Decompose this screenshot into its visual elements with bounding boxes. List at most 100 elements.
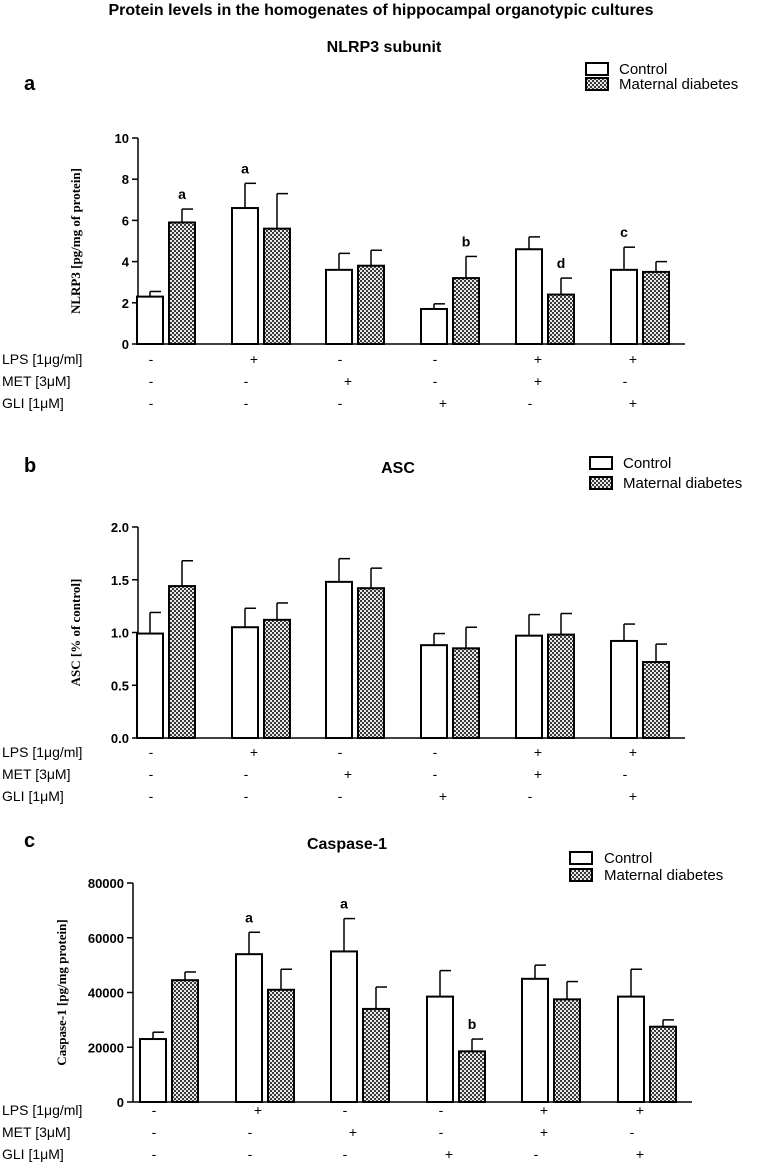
panel-b-legend-control-swatch [589, 456, 613, 470]
panel-b-treatment-mark: - [149, 744, 154, 760]
panel-b-control-bar [325, 580, 353, 739]
panel-a-y-tick-label: 6 [122, 213, 129, 228]
panel-b-treatment-mark: - [433, 766, 438, 782]
panel-b-control-bar [515, 634, 543, 739]
panel-c-treatment-mark: + [636, 1146, 644, 1162]
panel-c-letter: c [24, 830, 35, 852]
panel-c-y-tick-label: 60000 [88, 931, 124, 946]
panel-a-y-tick-label: 10 [115, 131, 129, 146]
panel-c-treatment-label: MET [3μM] [2, 1124, 70, 1140]
panel-b-treatment-mark: - [149, 788, 154, 804]
panel-a-y-axis-label: NLRP3 [pg/mg of protein] [68, 168, 83, 314]
panel-a-significance-letter: c [620, 224, 628, 240]
panel-b-y-tick-label: 2.0 [111, 520, 129, 535]
panel-c-treatment-mark: - [439, 1102, 444, 1118]
panel-c-maternal-bar [362, 1007, 390, 1103]
panel-c-legend-control-swatch [569, 851, 593, 865]
figure-title: Protein levels in the homogenates of hip… [108, 2, 654, 19]
panel-a-treatment-mark: - [149, 373, 154, 389]
panel-b-control-bar [136, 632, 164, 739]
panel-c-treatment-mark: - [630, 1124, 635, 1140]
panel-b-treatment-mark: + [250, 744, 258, 760]
panel-c-treatment-mark: + [445, 1146, 453, 1162]
panel-a-legend-maternal-swatch [585, 77, 609, 91]
panel-a-significance-letter: a [241, 160, 249, 176]
panel-a-treatment-mark: - [528, 395, 533, 411]
panel-c-maternal-bar [553, 998, 581, 1103]
panel-c-treatment-mark: - [152, 1146, 157, 1162]
panel-b-title: ASC [381, 460, 415, 477]
panel-a-treatment-mark: - [338, 351, 343, 367]
panel-a-y-tick-label: 8 [122, 172, 129, 187]
panel-a-treatment-mark: + [439, 395, 447, 411]
panel-b-maternal-bar [357, 587, 385, 739]
panel-a-treatment-mark: + [534, 351, 542, 367]
panel-b-legend-maternal-swatch [589, 476, 613, 490]
panel-b-treatment-mark: - [433, 744, 438, 760]
panel-c-treatment-mark: + [349, 1124, 357, 1140]
panel-b-legend-control-label: Control [623, 455, 671, 472]
panel-c-treatment-mark: - [343, 1102, 348, 1118]
panel-b-maternal-bar [168, 585, 196, 740]
panel-b-y-tick-label: 1.0 [111, 626, 129, 641]
panel-a-treatment-mark: - [433, 351, 438, 367]
panel-c-y-tick-label: 80000 [88, 876, 124, 891]
panel-c-legend-control-label: Control [604, 850, 652, 867]
panel-c-significance-letter: a [245, 909, 253, 925]
panel-a-y-tick-label: 4 [122, 255, 130, 270]
panel-a-legend-control-label: Control [619, 61, 667, 78]
panel-a-control-bar [325, 268, 353, 345]
panel-c-maternal-bar [649, 1025, 677, 1103]
panel-c-treatment-mark: + [540, 1102, 548, 1118]
panel-b-treatment-mark: - [244, 788, 249, 804]
panel-b-legend-maternal-label: Maternal diabetes [623, 475, 742, 492]
panel-c-control-bar [139, 1038, 167, 1103]
panel-b-y-tick-label: 0.5 [111, 678, 129, 693]
panel-a-maternal-bar [168, 221, 196, 346]
panel-a-control-bar [420, 307, 448, 346]
panel-b-treatment-mark: - [244, 766, 249, 782]
panel-b-treatment-label: MET [3μM] [2, 766, 70, 782]
panel-b-treatment-mark: - [623, 766, 628, 782]
panel-b-control-bar [231, 626, 259, 739]
panel-c-y-tick-label: 0 [117, 1095, 124, 1110]
panel-b-maternal-bar [452, 647, 480, 740]
panel-b-letter: b [24, 455, 36, 477]
panel-c-maternal-bar [267, 988, 295, 1104]
panel-a-treatment-mark: - [244, 395, 249, 411]
panel-a-treatment-mark: - [338, 395, 343, 411]
panel-a-control-bar [515, 248, 543, 346]
panel-a-treatment-mark: + [344, 373, 352, 389]
panel-b-treatment-mark: + [534, 766, 542, 782]
panel-b-y-axis-label: ASC [% of control] [68, 579, 83, 687]
panel-b-maternal-bar [547, 633, 575, 739]
panel-a-maternal-bar [547, 293, 575, 345]
panel-a-significance-letter: a [178, 186, 186, 202]
panel-a-control-bar [136, 295, 164, 345]
panel-a-treatment-mark: - [149, 351, 154, 367]
panel-b-treatment-label: GLI [1μM] [2, 788, 64, 804]
panel-c-significance-letter: b [468, 1016, 477, 1032]
panel-a-maternal-bar [263, 227, 291, 345]
panel-c-treatment-mark: - [152, 1102, 157, 1118]
panel-b-treatment-mark: - [149, 766, 154, 782]
panel-a-treatment-mark: - [433, 373, 438, 389]
panel-a-treatment-mark: + [534, 373, 542, 389]
panel-a-treatment-mark: + [629, 395, 637, 411]
panel-b-treatment-mark: + [344, 766, 352, 782]
panel-a-treatment-mark: - [623, 373, 628, 389]
panel-c-legend-maternal-swatch [569, 868, 593, 882]
panel-b-y-tick-label: 1.5 [111, 573, 129, 588]
panel-a-maternal-bar [642, 270, 670, 345]
panel-c-control-bar [235, 953, 263, 1103]
panel-b-treatment-mark: + [629, 788, 637, 804]
panel-c-treatment-mark: - [248, 1124, 253, 1140]
panel-c-y-axis-label: Caspase-1 [pg/mg protein] [54, 919, 69, 1065]
panel-a-significance-letter: d [557, 255, 566, 271]
panel-c-y-tick-label: 20000 [88, 1040, 124, 1055]
panel-a-treatment-mark: - [244, 373, 249, 389]
panel-a-legend-control-swatch [585, 62, 609, 76]
panel-c-treatment-mark: + [540, 1124, 548, 1140]
panel-c-treatment-mark: + [636, 1102, 644, 1118]
